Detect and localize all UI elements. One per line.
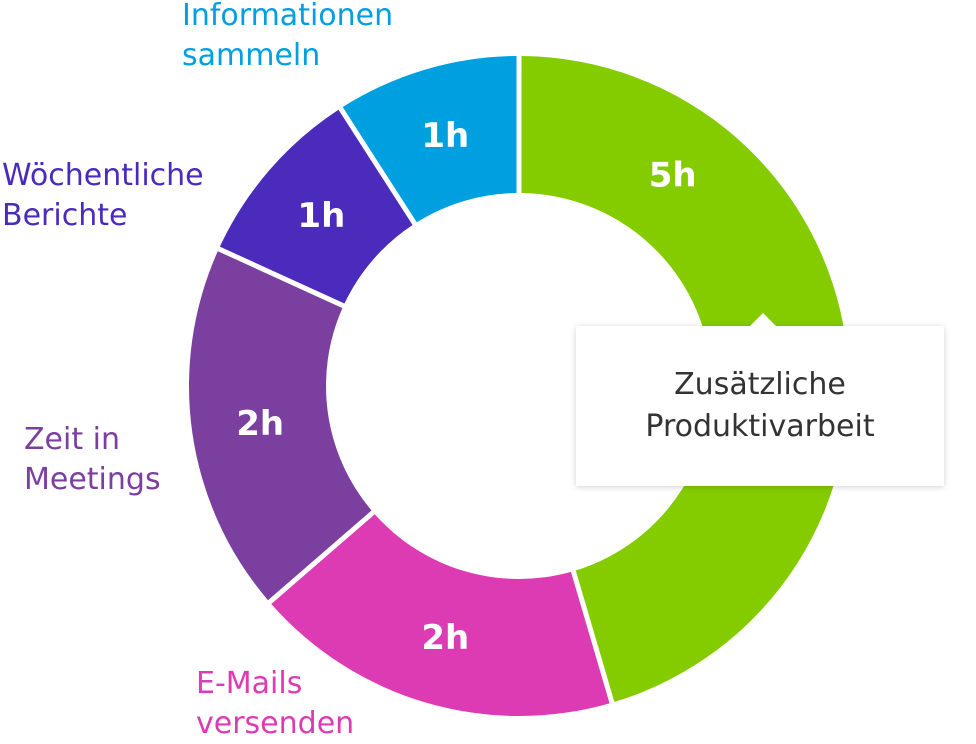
value-label-productive-work: 5h	[649, 155, 697, 195]
category-label-line: Informationen	[182, 0, 394, 33]
tooltip-text: Zusätzliche Produktivarbeit	[576, 364, 944, 448]
slices-group	[188, 56, 849, 716]
category-label-meetings: Zeit in Meetings	[24, 420, 161, 500]
category-label-line: Zeit in	[24, 422, 120, 457]
value-label-emails: 2h	[421, 618, 469, 658]
category-label-line: Meetings	[24, 462, 161, 497]
category-label-information: Informationen sammeln	[182, 0, 393, 76]
category-label-line: Berichte	[2, 198, 128, 233]
slice-reports[interactable]	[219, 109, 413, 304]
category-label-line: versenden	[196, 706, 355, 741]
value-labels-group: 5h 2h 2h 1h 1h	[236, 116, 696, 658]
category-label-emails: E-Mails versenden	[196, 664, 354, 744]
tooltip-line: Produktivarbeit	[645, 409, 875, 444]
category-label-line: Wöchentliche	[2, 158, 204, 193]
category-label-line: E-Mails	[196, 666, 303, 701]
category-label-line: sammeln	[182, 38, 321, 73]
tooltip-arrow	[750, 313, 776, 326]
slice-meetings[interactable]	[188, 251, 372, 601]
value-label-reports: 1h	[297, 196, 345, 236]
slice-productive-work[interactable]	[521, 56, 849, 702]
value-label-meetings: 2h	[236, 404, 284, 444]
tooltip: Zusätzliche Produktivarbeit	[576, 313, 944, 486]
slice-information[interactable]	[342, 56, 517, 223]
tooltip-line: Zusätzliche	[674, 367, 846, 402]
category-label-reports: Wöchentliche Berichte	[2, 156, 204, 236]
slice-emails[interactable]	[271, 514, 610, 716]
value-label-information: 1h	[421, 116, 469, 156]
